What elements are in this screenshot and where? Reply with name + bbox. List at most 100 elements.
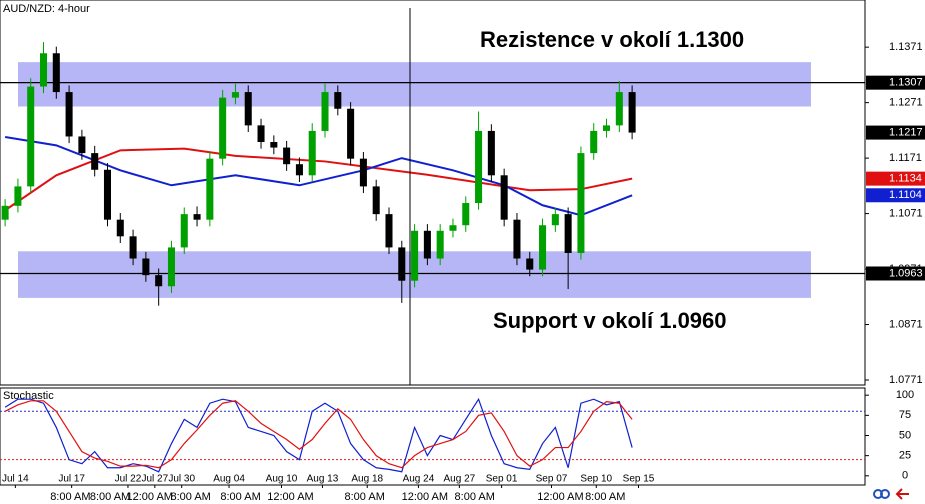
y-tick-label: 1.1371 (889, 41, 923, 53)
title-bg (1, 1, 97, 16)
link-icon[interactable] (880, 489, 890, 499)
zone (18, 62, 811, 107)
support-annotation: Support v okolí 1.0960 (493, 308, 727, 333)
price-label: 1.1217 (889, 126, 923, 138)
toolbar-icons[interactable] (873, 488, 909, 500)
y-tick-label: 1.1071 (889, 207, 923, 219)
x-time-label: 8:00 AM (345, 491, 385, 503)
y-tick-label: 50 (899, 429, 911, 441)
candle-body (513, 219, 521, 259)
x-tick-label: Jul 22 (115, 474, 142, 485)
x-tick-label: Sep 07 (536, 474, 568, 485)
candle-body (526, 258, 534, 270)
y-tick-label: 100 (896, 389, 914, 401)
candle-body (347, 108, 355, 159)
x-tick-label: Jul 17 (58, 474, 85, 485)
candle-body (65, 92, 73, 137)
y-tick-label: 1.0871 (889, 318, 923, 330)
candle-body (231, 92, 239, 98)
candle-body (462, 203, 470, 226)
candle-body (411, 230, 419, 281)
x-time-label: 12:00 AM (126, 491, 172, 503)
candle-body (603, 125, 611, 131)
x-tick-label: Sep 15 (623, 474, 655, 485)
candle-body (244, 92, 252, 126)
y-tick-label: 1.1171 (889, 152, 922, 164)
x-time-label: 12:00 AM (402, 491, 448, 503)
y-tick-label: 1.1271 (889, 97, 923, 109)
x-tick-label: Aug 13 (307, 474, 339, 485)
candle-body (628, 92, 636, 133)
x-time-label: 8:00 AM (90, 491, 130, 503)
candle-body (155, 275, 163, 287)
candle-body (577, 153, 585, 253)
candle-body (539, 225, 547, 270)
price-label: 1.1307 (889, 77, 923, 89)
candle-body (78, 136, 86, 154)
price-label-bg (866, 75, 925, 90)
candle-body (449, 225, 457, 231)
candle-body (308, 130, 316, 176)
y-tick-label: 1.0771 (889, 374, 923, 386)
candle-body (91, 153, 99, 170)
price-label-bg (866, 171, 925, 186)
x-time-label: 8:00 AM (220, 491, 260, 503)
stochastic-line (4, 400, 633, 469)
candle-body (14, 186, 22, 206)
candle-body (27, 86, 35, 187)
candle-body (385, 214, 393, 248)
candle-body (52, 53, 60, 93)
stoch-title-bg (1, 389, 59, 403)
candle-body (142, 258, 150, 276)
candle-body (180, 214, 188, 248)
x-tick-label: Aug 04 (213, 474, 245, 485)
arrow-icon[interactable] (895, 488, 909, 500)
x-tick-label: Aug 10 (266, 474, 298, 485)
candle-body (398, 247, 406, 281)
price-label: 1.0963 (889, 267, 923, 279)
x-tick-label: Jul 30 (168, 474, 195, 485)
price-label: 1.1104 (889, 189, 922, 201)
resistance-annotation: Rezistence v okolí 1.1300 (480, 27, 744, 52)
x-time-label: 12:00 AM (267, 491, 313, 503)
price-frame (0, 0, 866, 386)
y-tick-label: 75 (899, 409, 911, 421)
candle-body (551, 214, 559, 226)
candle-body (39, 53, 48, 87)
moving-average (4, 147, 633, 212)
x-tick-label: Sep 10 (580, 474, 612, 485)
y-tick-label: 0 (902, 470, 908, 482)
candle-body (321, 92, 329, 131)
x-tick-label: Jul 14 (2, 474, 29, 485)
candle-body (206, 158, 214, 220)
y-tick-label: 25 (899, 450, 911, 462)
x-time-label: 12:00 AM (537, 491, 583, 503)
candle-body (475, 130, 483, 204)
x-time-label: 8:00 AM (455, 491, 495, 503)
candle-body (487, 130, 495, 176)
candle-body (193, 214, 201, 220)
candle-body (564, 214, 572, 253)
candle-body (590, 130, 598, 154)
candle-body (334, 92, 342, 109)
x-tick-label: Aug 18 (351, 474, 383, 485)
candle-body (615, 92, 623, 126)
x-tick-label: Aug 24 (403, 474, 435, 485)
candle-body (270, 142, 278, 148)
candle-body (423, 230, 431, 259)
stochastic-line (4, 397, 633, 473)
candle-body (372, 186, 380, 215)
price-panel (0, 42, 865, 306)
x-tick-label: Sep 01 (486, 474, 518, 485)
candle-body (103, 169, 112, 220)
candle-body (116, 219, 124, 237)
candle-body (359, 158, 367, 187)
candle-body (129, 236, 137, 259)
candle-body (436, 230, 444, 259)
x-time-label: 8:00 AM (50, 491, 90, 503)
stoch-frame (0, 387, 866, 486)
price-label-bg (866, 266, 925, 281)
candle-body (295, 164, 303, 176)
stoch-title: Stochastic (3, 390, 54, 402)
